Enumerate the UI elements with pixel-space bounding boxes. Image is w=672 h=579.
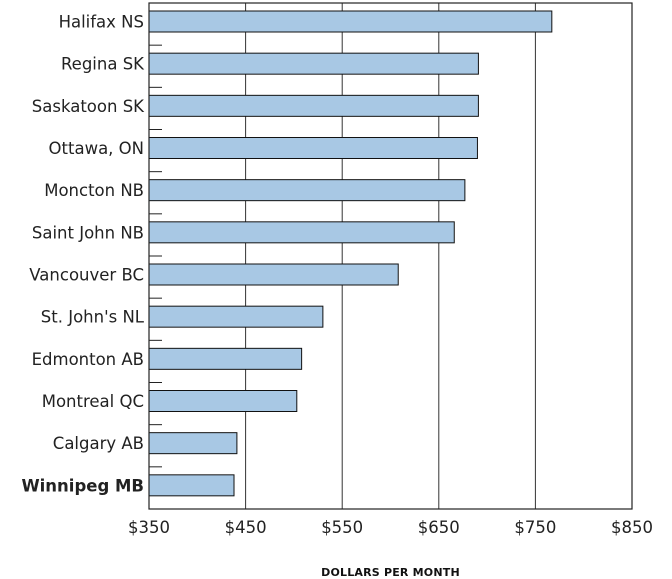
gridlines xyxy=(149,3,536,509)
x-tick-label: $750 xyxy=(514,518,556,537)
category-label: St. John's NL xyxy=(41,308,145,327)
bar-saskatoon-sk xyxy=(148,94,479,117)
x-tick-label: $650 xyxy=(418,518,460,537)
bar-vancouver-bc xyxy=(148,263,399,286)
bar-halifax-ns xyxy=(148,10,553,33)
x-tick-labels: $350 $450 $550 $650 $750 $850 xyxy=(128,518,653,537)
bar-saint-john-nb xyxy=(148,221,455,244)
category-label: Regina SK xyxy=(61,55,145,74)
category-label: Winnipeg MB xyxy=(21,476,144,495)
bar-winnipeg-mb xyxy=(148,474,235,497)
bars xyxy=(148,10,553,497)
category-label: Edmonton AB xyxy=(32,350,144,369)
category-label: Halifax NS xyxy=(59,13,144,32)
x-tick-label: $850 xyxy=(611,518,653,537)
category-label: Ottawa, ON xyxy=(49,139,144,158)
category-label: Calgary AB xyxy=(53,434,144,453)
plot-frame xyxy=(148,2,633,510)
x-axis-title: DOLLARS PER MONTH xyxy=(321,566,460,579)
category-label: Saint John NB xyxy=(32,223,144,242)
x-tick-label: $350 xyxy=(128,518,170,537)
category-label: Vancouver BC xyxy=(29,266,144,285)
x-tick-label: $450 xyxy=(225,518,267,537)
bar-st-john-s-nl xyxy=(148,305,324,328)
category-label: Montreal QC xyxy=(42,392,144,411)
category-label: Saskatoon SK xyxy=(32,97,145,116)
bar-regina-sk xyxy=(148,52,479,75)
bar-edmonton-ab xyxy=(148,347,303,370)
bar-montreal-qc xyxy=(148,390,298,412)
category-label: Moncton NB xyxy=(44,181,144,200)
x-tick-label: $550 xyxy=(321,518,363,537)
category-labels: Halifax NS Regina SK Saskatoon SK Ottawa, O… xyxy=(21,13,145,496)
bar-calgary-ab xyxy=(148,432,238,455)
bar-ottawa-on xyxy=(148,137,478,159)
bar-moncton-nb xyxy=(148,179,466,202)
